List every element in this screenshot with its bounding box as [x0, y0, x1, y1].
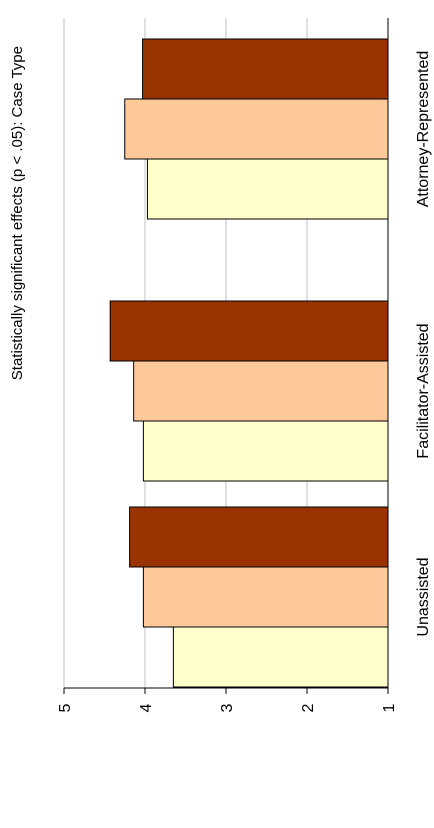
y-tick-label: 3	[219, 703, 236, 712]
category-label: Attorney-Represented	[415, 51, 432, 208]
y-tick-label: 5	[57, 703, 74, 712]
y-tick-label: 1	[381, 703, 398, 712]
bar-facilitator-assisted-series-2	[133, 360, 389, 422]
category-label: Unassisted	[415, 557, 432, 636]
bar-unassisted-series-2	[142, 566, 389, 628]
category-axis: Unassisted Facilitator-Assisted Attorney-R…	[415, 51, 432, 637]
y-tick-label: 4	[138, 703, 155, 712]
bars	[109, 38, 389, 688]
bar-attorney-represented-series-3	[142, 38, 389, 100]
plot-area: 1 2 3 4 5 Unassisted Facilitator-Assisted Atto…	[57, 18, 432, 712]
bar-unassisted-series-3	[129, 506, 389, 568]
y-tick-label: 2	[300, 703, 317, 712]
bar-attorney-represented-series-2	[124, 98, 389, 160]
bar-unassisted-series-1	[172, 626, 389, 688]
bar-facilitator-assisted-series-3	[109, 300, 389, 362]
bar-attorney-represented-series-1	[146, 158, 389, 220]
chart-title: Statistically significant effects (p < .…	[9, 46, 26, 380]
value-axis: 1 2 3 4 5	[57, 688, 398, 712]
category-label: Facilitator-Assisted	[415, 323, 432, 458]
bar-facilitator-assisted-series-1	[142, 420, 389, 482]
